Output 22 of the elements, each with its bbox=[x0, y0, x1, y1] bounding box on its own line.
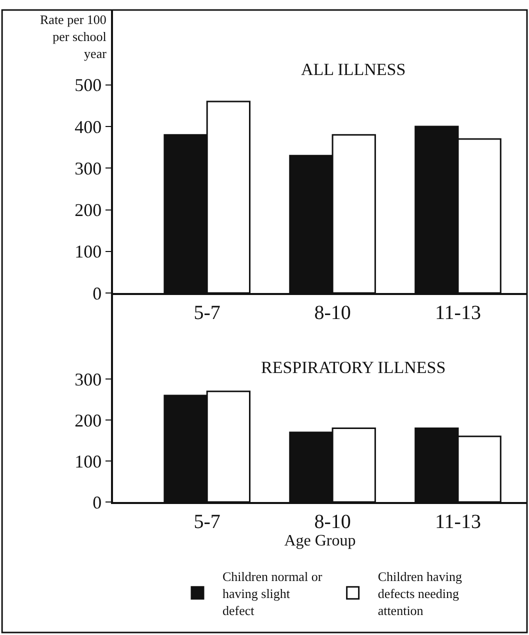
x-tick-label: 8-10 bbox=[314, 510, 351, 533]
y-tick-label: 400 bbox=[74, 116, 102, 137]
y-tick-label: 200 bbox=[74, 200, 102, 220]
y-tick-label: 100 bbox=[74, 242, 102, 262]
y-tick-label: 300 bbox=[74, 158, 102, 178]
x-axis-title: Age Group bbox=[284, 532, 356, 550]
legend-label: Children having defects needing attention bbox=[378, 569, 462, 618]
x-tick-label: 8-10 bbox=[314, 302, 351, 324]
y-tick-label: 100 bbox=[74, 451, 102, 472]
x-tick-label: 5-7 bbox=[194, 302, 220, 324]
x-tick-label: 5-7 bbox=[194, 510, 220, 533]
y-tick-label: 500 bbox=[74, 75, 102, 96]
y-tick-label: 300 bbox=[74, 369, 102, 390]
x-tick-label: 11-13 bbox=[435, 302, 481, 324]
y-tick-label: 0 bbox=[92, 283, 102, 304]
x-tick-label: 11-13 bbox=[435, 510, 481, 533]
text: ALL ILLNESS bbox=[301, 60, 406, 79]
y-tick-label: 200 bbox=[74, 410, 102, 430]
text: RESPIRATORY ILLNESS bbox=[261, 358, 446, 377]
y-axis-title: Rate per 100 per school year bbox=[40, 12, 108, 61]
legend-label: Children normal or having slight defect bbox=[222, 569, 323, 618]
y-tick-label: 0 bbox=[92, 492, 102, 512]
